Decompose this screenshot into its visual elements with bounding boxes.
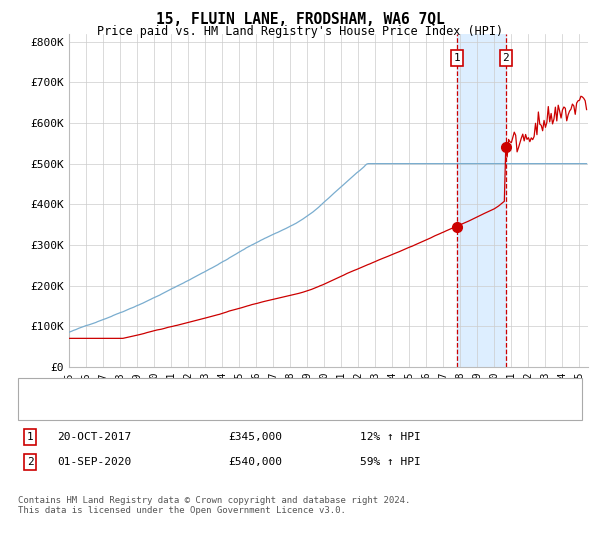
Text: 15, FLUIN LANE, FRODSHAM, WA6 7QL (detached house): 15, FLUIN LANE, FRODSHAM, WA6 7QL (detac… [69, 383, 382, 393]
Text: £345,000: £345,000 [228, 432, 282, 442]
Text: 59% ↑ HPI: 59% ↑ HPI [360, 457, 421, 467]
Bar [457, 34, 506, 367]
Text: 01-SEP-2020: 01-SEP-2020 [57, 457, 131, 467]
Text: 20-OCT-2017: 20-OCT-2017 [57, 432, 131, 442]
Text: 2: 2 [502, 53, 509, 63]
Text: 15, FLUIN LANE, FRODSHAM, WA6 7QL: 15, FLUIN LANE, FRODSHAM, WA6 7QL [155, 12, 445, 27]
Text: 12% ↑ HPI: 12% ↑ HPI [360, 432, 421, 442]
Text: 2: 2 [26, 457, 34, 467]
Text: £540,000: £540,000 [228, 457, 282, 467]
Text: 1: 1 [26, 432, 34, 442]
Text: ———: ——— [33, 381, 56, 395]
Text: Contains HM Land Registry data © Crown copyright and database right 2024.
This d: Contains HM Land Registry data © Crown c… [18, 496, 410, 515]
Text: Price paid vs. HM Land Registry's House Price Index (HPI): Price paid vs. HM Land Registry's House … [97, 25, 503, 38]
Text: 1: 1 [454, 53, 460, 63]
Text: HPI: Average price, detached house, Cheshire West and Chester: HPI: Average price, detached house, Ches… [69, 403, 450, 413]
Text: ———: ——— [33, 401, 56, 414]
